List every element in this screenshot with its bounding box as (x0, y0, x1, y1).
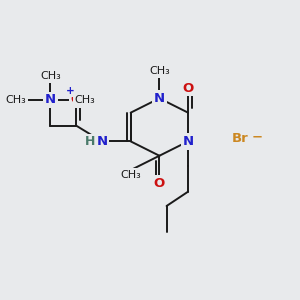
Text: N: N (154, 92, 165, 105)
Text: N: N (45, 93, 56, 106)
Text: CH₃: CH₃ (120, 170, 141, 180)
Text: H: H (84, 135, 95, 148)
Text: O: O (70, 93, 82, 106)
Text: Br: Br (231, 132, 248, 145)
Text: −: − (251, 130, 262, 144)
Text: CH₃: CH₃ (5, 95, 26, 105)
Text: O: O (154, 176, 165, 190)
Text: O: O (182, 82, 194, 95)
Text: +: + (66, 86, 75, 96)
Text: CH₃: CH₃ (149, 66, 170, 76)
Text: CH₃: CH₃ (40, 71, 61, 81)
Text: N: N (96, 135, 107, 148)
Text: CH₃: CH₃ (75, 95, 95, 105)
Text: N: N (182, 135, 194, 148)
